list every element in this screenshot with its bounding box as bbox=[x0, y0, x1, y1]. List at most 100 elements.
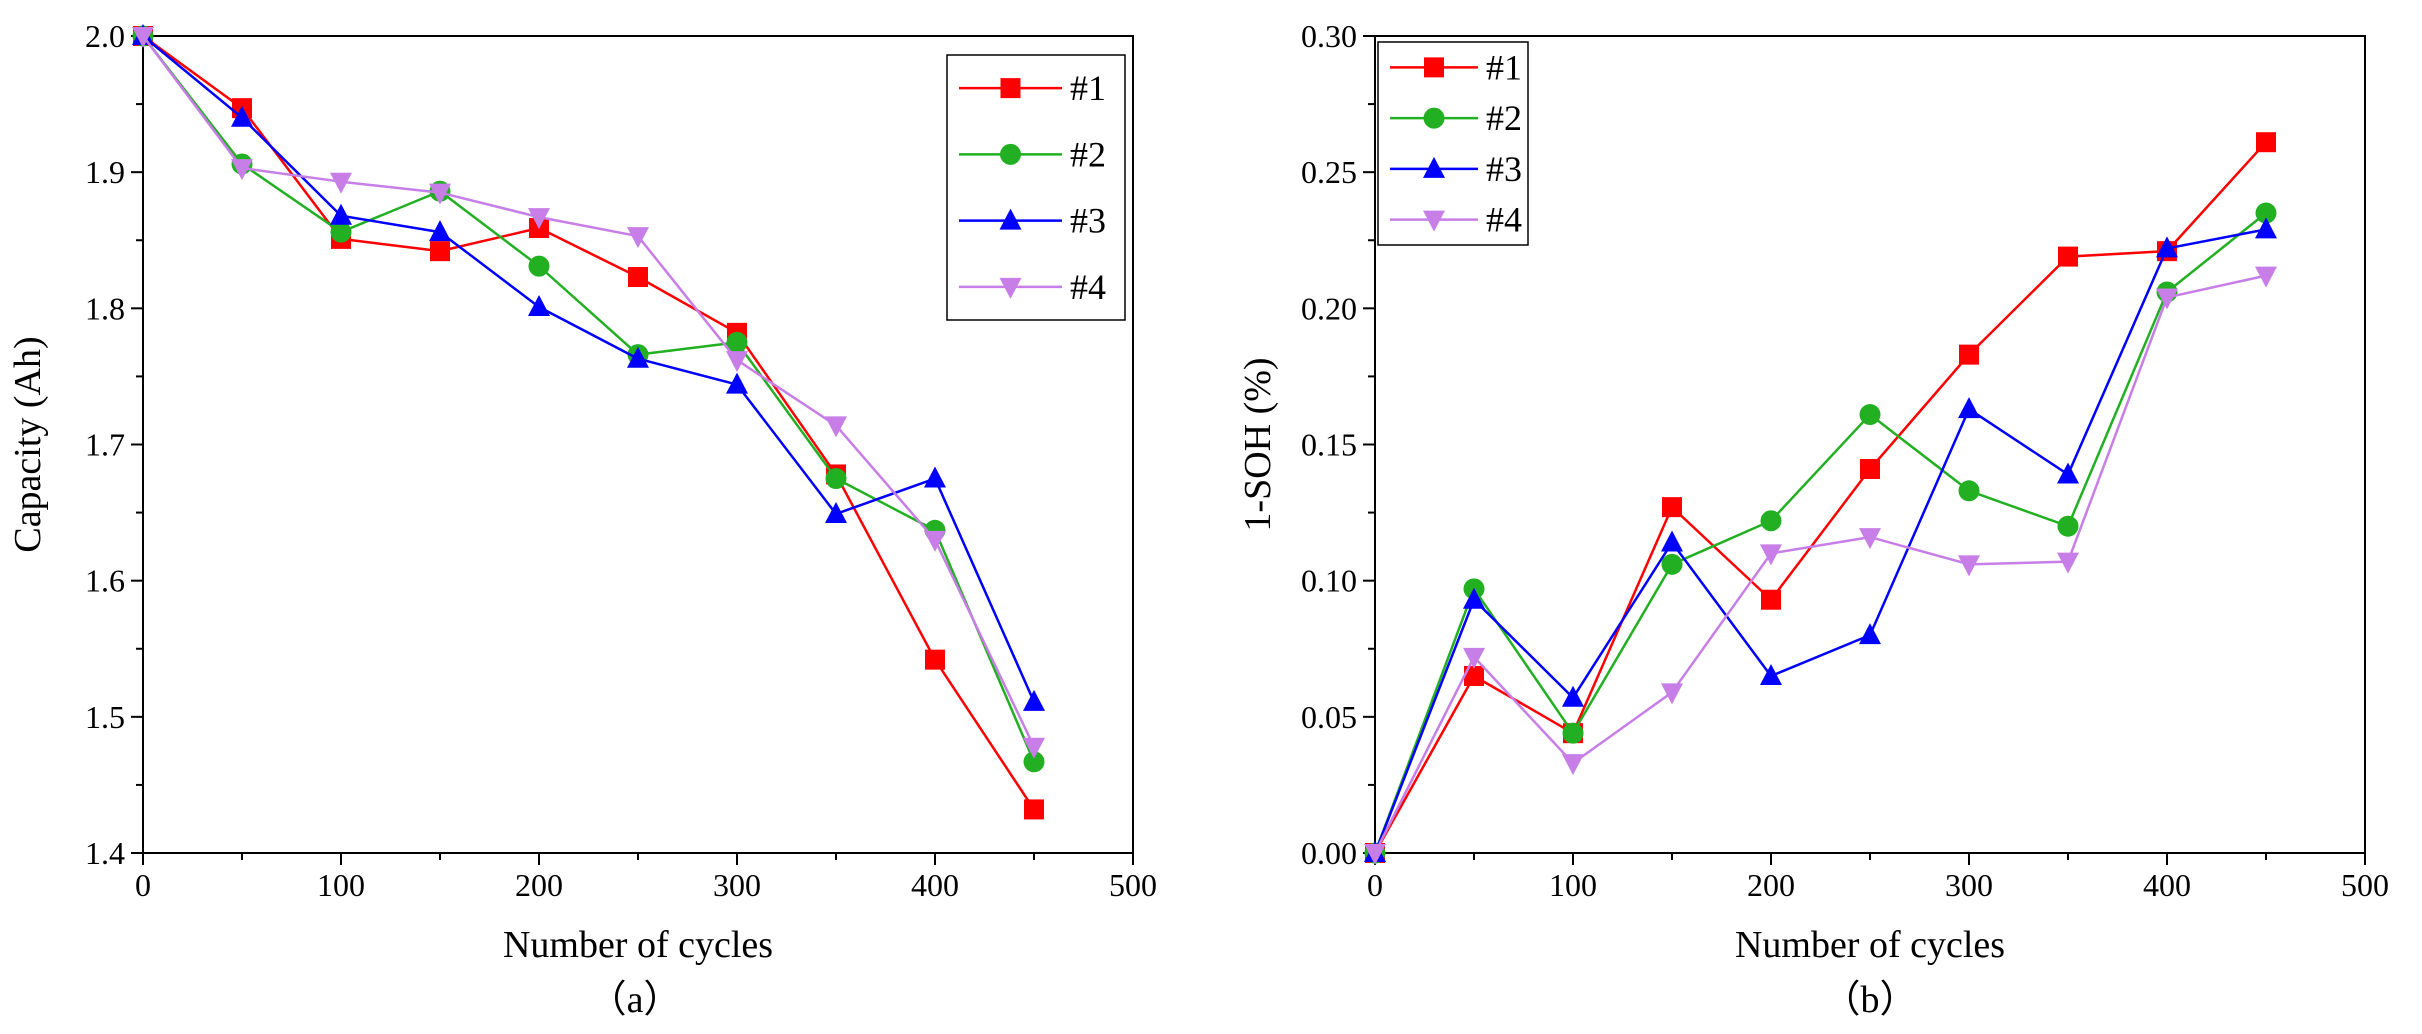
y-axis-title: Capacity (Ah) bbox=[7, 336, 49, 552]
x-tick-label: 500 bbox=[2341, 867, 2389, 903]
data-point bbox=[825, 501, 847, 523]
legend-marker bbox=[1423, 107, 1445, 129]
data-point bbox=[2256, 132, 2276, 153]
data-point bbox=[2156, 288, 2178, 310]
data-point bbox=[429, 220, 451, 242]
x-tick-label: 0 bbox=[135, 867, 151, 903]
legend-label: #3 bbox=[1070, 201, 1106, 241]
data-point bbox=[628, 267, 648, 288]
legend-item-3: #3 bbox=[1390, 149, 1522, 189]
x-axis-title: Number of cycles bbox=[1735, 924, 2005, 966]
legend-item-3: #3 bbox=[959, 201, 1106, 241]
legend-item-4: #4 bbox=[1390, 200, 1522, 240]
data-point bbox=[2058, 246, 2078, 267]
legend-label: #3 bbox=[1486, 149, 1522, 189]
y-tick-label: 0.20 bbox=[1301, 290, 1357, 326]
data-point bbox=[627, 346, 649, 368]
y-tick-label: 0.30 bbox=[1301, 18, 1357, 54]
x-axis-title: Number of cycles bbox=[503, 924, 773, 966]
data-point bbox=[528, 208, 550, 230]
data-point bbox=[2057, 515, 2079, 537]
data-point bbox=[1760, 510, 1782, 532]
data-point bbox=[1661, 683, 1683, 705]
legend-item-4: #4 bbox=[959, 267, 1106, 307]
y-tick-label: 0.15 bbox=[1301, 427, 1357, 463]
data-point bbox=[1562, 754, 1584, 776]
panel-caption: （b） bbox=[1822, 979, 1917, 1021]
series-2 bbox=[132, 25, 1045, 773]
data-point bbox=[1859, 623, 1881, 645]
legend-label: #1 bbox=[1070, 68, 1106, 108]
series-line bbox=[1373, 228, 2267, 854]
legend-item-2: #2 bbox=[959, 134, 1106, 174]
data-point bbox=[2057, 462, 2079, 484]
series-line bbox=[142, 34, 1036, 811]
legend-box bbox=[1377, 41, 1529, 246]
legend-item-2: #2 bbox=[1390, 98, 1522, 138]
x-tick-label: 400 bbox=[911, 867, 959, 903]
data-point bbox=[1959, 344, 1979, 365]
data-point bbox=[231, 105, 253, 127]
data-point bbox=[1024, 799, 1044, 820]
series-line bbox=[141, 35, 1036, 748]
legend-item-1: #1 bbox=[1390, 47, 1522, 87]
legend-label: #4 bbox=[1486, 200, 1522, 240]
data-point bbox=[430, 241, 450, 262]
data-point bbox=[2255, 217, 2277, 239]
panel-caption: （a） bbox=[589, 979, 682, 1021]
x-tick-label: 100 bbox=[317, 867, 365, 903]
series-4 bbox=[132, 27, 1045, 759]
y-tick-label: 1.5 bbox=[85, 699, 125, 735]
series-line bbox=[142, 35, 1036, 763]
data-point bbox=[1364, 844, 1386, 865]
data-point bbox=[1463, 587, 1485, 609]
legend-marker bbox=[1423, 210, 1445, 232]
x-tick-label: 300 bbox=[1945, 867, 1993, 903]
data-point bbox=[330, 172, 352, 194]
data-point bbox=[330, 203, 352, 225]
legend-label: #2 bbox=[1486, 98, 1522, 138]
data-point bbox=[330, 221, 352, 243]
series-3 bbox=[132, 24, 1045, 711]
data-point bbox=[1562, 722, 1584, 744]
x-tick-label: 0 bbox=[1367, 867, 1383, 903]
data-point bbox=[429, 183, 451, 205]
y-tick-label: 0.00 bbox=[1301, 835, 1357, 871]
legend-marker bbox=[1000, 143, 1021, 165]
y-tick-label: 1.9 bbox=[85, 154, 125, 190]
chart-panel-b: 0 100 200 300 400 500 0.00 0.05 0.10 0.15 0.20 0.25… bbox=[1237, 18, 2389, 1021]
legend-item-1: #1 bbox=[959, 68, 1106, 108]
data-point bbox=[528, 294, 550, 316]
series-line bbox=[1373, 274, 2267, 854]
series-line bbox=[142, 35, 1036, 703]
data-point bbox=[1860, 459, 1880, 480]
x-tick-label: 200 bbox=[515, 867, 563, 903]
data-point bbox=[2255, 202, 2277, 224]
y-tick-label: 1.4 bbox=[85, 835, 125, 871]
data-point bbox=[1023, 689, 1045, 711]
data-point bbox=[132, 27, 154, 48]
data-point bbox=[825, 416, 847, 438]
legend-box bbox=[946, 54, 1126, 321]
data-point bbox=[1958, 480, 1980, 502]
data-point bbox=[1661, 530, 1683, 552]
legend-marker bbox=[1423, 156, 1445, 178]
data-point bbox=[1023, 751, 1045, 773]
data-point bbox=[2156, 236, 2178, 258]
data-point bbox=[1958, 555, 1980, 577]
x-tick-label: 200 bbox=[1747, 867, 1795, 903]
data-point bbox=[1023, 737, 1045, 759]
x-tick-label: 500 bbox=[1109, 867, 1157, 903]
data-point bbox=[1859, 404, 1881, 426]
chart-panel-a: 0 100 200 300 400 500 1.4 1.5 1.6 1.7 1.8 1.9 2.0 Num… bbox=[7, 18, 1157, 1021]
data-point bbox=[1859, 528, 1881, 550]
y-tick-label: 0.05 bbox=[1301, 699, 1357, 735]
series-line bbox=[1373, 141, 2267, 854]
data-point bbox=[1661, 553, 1683, 575]
y-axis-title: 1-SOH (%) bbox=[1237, 357, 1279, 531]
data-point bbox=[924, 466, 946, 488]
data-point bbox=[1662, 497, 1682, 518]
y-tick-label: 1.6 bbox=[85, 563, 125, 599]
data-point bbox=[825, 468, 847, 490]
data-point bbox=[1761, 589, 1781, 610]
